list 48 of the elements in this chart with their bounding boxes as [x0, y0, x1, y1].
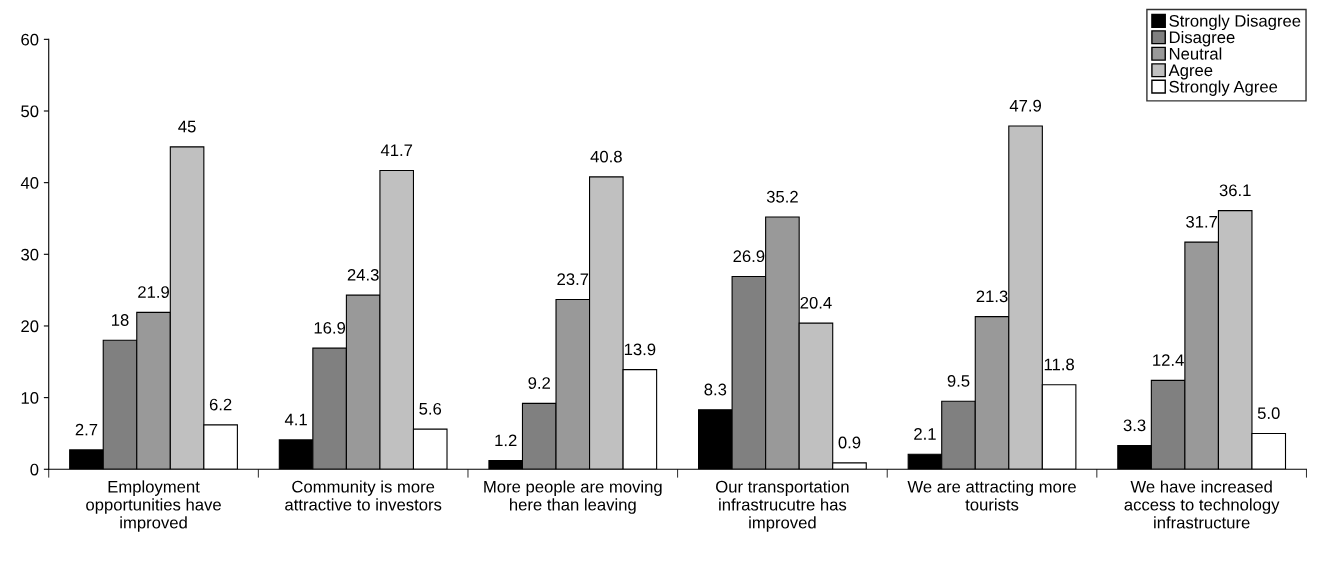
data-label: 24.3: [347, 268, 379, 281]
data-label: 23.7: [557, 273, 589, 286]
legend-label: Strongly Disagree: [1169, 14, 1301, 31]
data-label: 2.7: [75, 423, 98, 436]
data-label: 20.4: [800, 296, 832, 309]
legend-label: Disagree: [1169, 31, 1235, 47]
data-label: 9.5: [947, 374, 970, 387]
data-label: 36.1: [1219, 184, 1251, 197]
data-label: 3.3: [1123, 419, 1146, 432]
x-tick-label: We have increased access to technology infrastructure: [1124, 480, 1280, 529]
data-label: 9.2: [528, 377, 550, 389]
data-label: 2.1: [914, 428, 936, 440]
legend-label: Neutral: [1169, 47, 1222, 60]
data-label: 13.9: [624, 343, 656, 356]
y-tick-label: 60: [21, 33, 39, 46]
data-label: 41.7: [380, 144, 413, 156]
data-label: 4.1: [284, 413, 307, 426]
x-tick-label: Employment opportunities have improved: [86, 480, 221, 532]
data-label: 5.0: [1257, 407, 1280, 420]
data-label: 40.8: [590, 150, 622, 163]
data-label: 45: [178, 120, 196, 133]
x-tick-label: Community is more attractive to investors: [285, 480, 442, 511]
data-label: 5.6: [419, 402, 442, 415]
y-tick-label: 30: [21, 248, 39, 261]
y-tick-label: 10: [21, 392, 39, 404]
data-label: 12.4: [1153, 354, 1184, 366]
data-label: 18: [112, 314, 129, 326]
y-tick-label: 40: [20, 177, 39, 189]
x-tick-label: We are attracting more tourists: [907, 480, 1076, 511]
x-tick-label: Our transportation infrastrucutre has improved: [716, 480, 849, 532]
x-tick-label: More people are moving here than leaving: [484, 480, 662, 514]
data-label: 0.9: [838, 436, 861, 449]
data-label: 11.8: [1044, 358, 1074, 371]
y-tick-label: 20: [21, 320, 39, 333]
legend-label: Agree: [1168, 64, 1213, 80]
data-label: 31.7: [1186, 215, 1218, 228]
data-label: 47.9: [1009, 99, 1041, 112]
data-label: 21.3: [976, 290, 1008, 303]
data-label: 6.2: [209, 398, 232, 411]
data-label: 35.2: [766, 190, 798, 203]
y-tick-label: 0: [30, 463, 39, 476]
y-tick-label: 50: [21, 105, 39, 118]
data-label: 16.9: [314, 321, 346, 334]
data-label: 8.3: [704, 383, 727, 396]
legend-label: Strongly Agree: [1169, 80, 1278, 96]
data-label: 1.2: [495, 434, 517, 447]
data-label: 21.9: [138, 286, 169, 298]
data-label: 26.9: [733, 250, 765, 263]
